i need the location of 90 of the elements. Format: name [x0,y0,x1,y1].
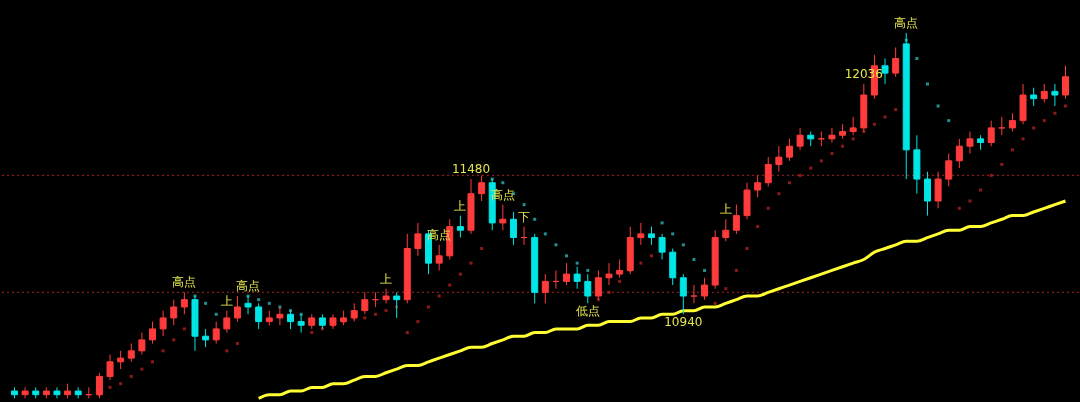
text: 上 [719,202,732,217]
point [204,301,208,305]
candlestick [934,171,942,209]
text: 高点 [172,275,197,290]
candlestick [127,343,135,363]
point [926,82,929,86]
candlestick [785,138,793,162]
candlestick [732,204,740,235]
text: 高点 [236,279,261,294]
text: 高点 [894,15,919,30]
point [522,203,526,207]
point [671,232,675,236]
candlestick [658,233,666,260]
candlestick [53,386,61,399]
candlestick [478,174,486,202]
point [936,104,940,108]
point [533,217,537,221]
candlestick [849,116,857,136]
text: 上 [454,198,467,213]
candlestick [1030,87,1038,107]
candlestick [828,127,836,144]
candlestick [722,218,730,242]
candlestick [605,262,613,286]
point [692,257,696,261]
candlestick [1062,65,1070,100]
candlestick [616,258,624,279]
candlestick [361,291,369,315]
candlestick [701,277,709,301]
candlestick [456,215,464,239]
candlestick [1051,83,1059,107]
text: 上 [220,293,233,308]
candlestick [509,211,517,246]
candlestick [541,273,549,304]
candlestick [987,120,995,147]
candlestick [149,321,156,345]
candlestick [647,226,655,246]
point [214,312,218,316]
candlestick [180,291,188,315]
candlestick [764,156,772,187]
candlestick [233,295,241,323]
point [586,268,590,272]
candlestick [499,204,507,231]
candlestick [117,350,125,370]
point [703,268,707,272]
candlestick [138,332,146,355]
candlestick [255,302,263,330]
candlestick [966,131,974,154]
candlestick [955,138,963,169]
candlestick [690,284,698,304]
candlestick [796,127,804,151]
candlestick [563,262,571,286]
point [543,232,547,236]
point [660,221,664,225]
candlestick [223,310,231,334]
candlestick [573,266,581,290]
candlestick [892,47,900,78]
point [257,298,261,302]
candlestick [414,222,422,257]
text: 10940 [664,315,703,330]
point [267,301,271,305]
text: 下 [518,209,531,224]
point [575,261,579,265]
candlestick [584,273,592,304]
point [565,254,569,258]
point [915,56,919,60]
candlestick [212,321,220,345]
text: 11480 [451,162,491,177]
candlestick [754,174,762,198]
point [554,243,558,247]
point [947,119,951,123]
candlestick [775,145,783,173]
point [501,181,505,185]
candlestick [945,152,953,187]
candlestick [170,299,178,326]
candlestick [1040,83,1048,103]
candlestick [881,57,889,85]
candlestick [382,288,390,304]
candlestick [998,116,1006,136]
candlestick [21,386,29,399]
candlestick [1008,112,1016,133]
candlestick [202,328,210,348]
candlestick [159,310,167,337]
point [681,243,685,247]
candlestick [637,222,645,246]
text: 低点 [575,304,600,319]
text: 上 [380,271,393,286]
candlestick [924,171,931,217]
candlestick [679,273,687,315]
candlestick [435,244,443,271]
candlestick [106,353,114,381]
